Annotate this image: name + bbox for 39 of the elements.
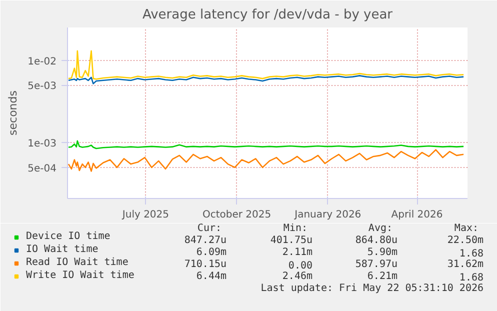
legend-label: Write IO Wait time <box>26 270 134 281</box>
text: 6.44m <box>196 271 227 282</box>
text: 6.21m <box>367 271 398 282</box>
text: 2.11m <box>282 247 313 258</box>
text: 1.68 <box>459 272 484 284</box>
text: 710.15u <box>184 259 227 270</box>
line-series <box>68 50 464 80</box>
text: 587.97u <box>355 259 398 270</box>
x-tick-label: July 2025 <box>121 210 170 220</box>
text: 401.75u <box>270 235 313 246</box>
text: Cur: <box>197 223 222 234</box>
legend-label: IO Wait time <box>26 244 98 255</box>
text: 0.00 <box>288 260 313 272</box>
chart-title: Average latency for /dev/vda - by year <box>142 8 394 22</box>
y-tick-label: 5e-03 <box>28 81 57 92</box>
line-series <box>68 149 464 172</box>
text: 2.46m <box>282 271 313 282</box>
line-series <box>68 75 464 84</box>
text: Last update: Fri May 22 05:31:10 2026 <box>260 283 484 294</box>
text: 5.90m <box>367 247 398 258</box>
text: 22.50m <box>447 235 484 246</box>
text: 6.09m <box>196 247 227 258</box>
text: 864.80u <box>355 235 398 246</box>
y-tick-label: 5e-04 <box>28 163 57 174</box>
x-tick-label: October 2025 <box>202 210 272 220</box>
text: Avg: <box>368 223 393 234</box>
text: 31.62m <box>447 259 484 270</box>
text: 1.68 <box>459 248 484 260</box>
x-tick-label: April 2026 <box>391 210 443 220</box>
text: Max: <box>454 223 479 234</box>
text: 847.27u <box>184 235 227 246</box>
y-axis-title: seconds <box>6 90 20 136</box>
text: Min: <box>283 223 308 234</box>
y-tick-label: 1e-02 <box>28 56 57 68</box>
x-tick-label: January 2026 <box>294 210 362 220</box>
legend-label: Read IO Wait time <box>26 257 128 268</box>
line-series <box>68 140 464 150</box>
legend-label: Device IO time <box>26 231 110 242</box>
y-tick-label: 1e-03 <box>28 138 57 150</box>
